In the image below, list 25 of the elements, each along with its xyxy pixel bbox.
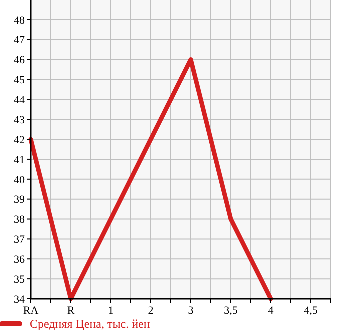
y-tick-label: 36 — [14, 254, 26, 266]
y-tick-label: 34 — [14, 294, 26, 306]
y-tick-label: 45 — [14, 74, 26, 87]
y-tick-label: 39 — [14, 194, 26, 206]
y-tick-label: 48 — [14, 14, 26, 27]
x-tick-label: RA — [23, 305, 39, 317]
x-tick-label: 3,5 — [224, 305, 238, 317]
legend-label: Средняя Цена, тыс. йен — [30, 317, 151, 331]
x-tick-label: 4,5 — [304, 305, 318, 317]
y-tick-label: 37 — [14, 234, 26, 246]
y-tick-label: 35 — [14, 274, 26, 286]
x-tick-label: 3 — [188, 305, 194, 317]
y-tick-label: 42 — [14, 134, 25, 146]
line-series — [28, 58, 274, 302]
y-tick-label: 41 — [14, 154, 25, 166]
x-tick-label: R — [67, 305, 76, 317]
x-tick-label: 2 — [148, 305, 154, 317]
x-tick-label: 1 — [108, 305, 114, 317]
y-tick-label: 43 — [14, 114, 26, 126]
x-tick-label: 4 — [268, 305, 274, 317]
y-tick-label: 44 — [14, 94, 26, 107]
y-tick-label: 47 — [14, 34, 26, 47]
y-tick-label: 40 — [14, 174, 26, 186]
y-tick-label: 38 — [14, 214, 26, 226]
y-tick-label: 46 — [14, 54, 26, 67]
